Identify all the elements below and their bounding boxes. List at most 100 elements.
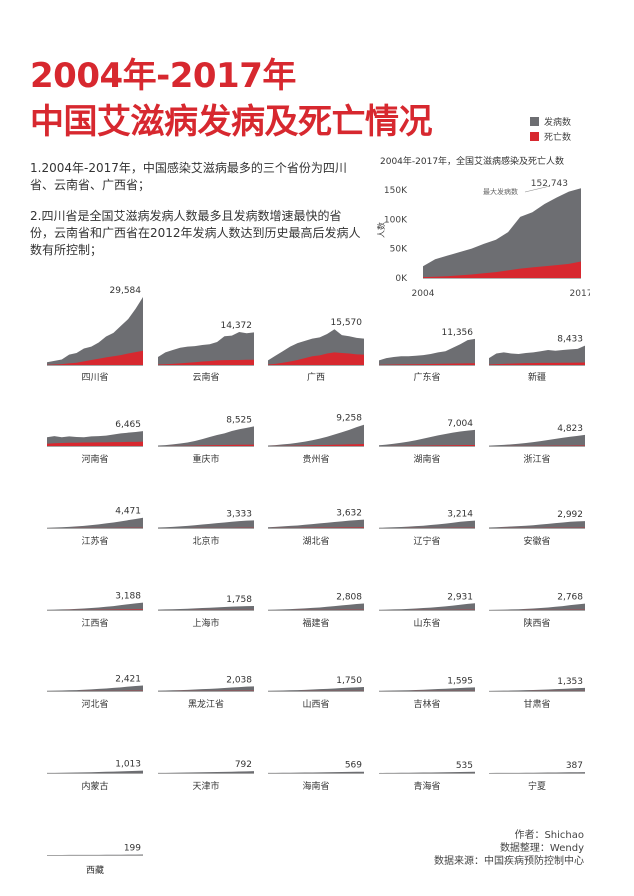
province-name: 云南省	[192, 371, 219, 383]
province-name: 广西	[307, 371, 325, 383]
province-name: 江苏省	[81, 535, 108, 547]
province-name: 甘肃省	[523, 698, 550, 710]
province-chart: 569 海南省	[268, 761, 364, 792]
province-name: 浙江省	[523, 453, 550, 465]
province-max-label: 8,525	[226, 415, 252, 425]
annotation-leader-line	[524, 185, 551, 193]
province-name: 黑龙江省	[188, 698, 224, 710]
legend-label-cases: 发病数	[544, 118, 572, 128]
province-name: 新疆	[528, 371, 546, 383]
province-chart: 11,356 广东省	[379, 328, 475, 383]
province-name: 北京市	[192, 535, 219, 547]
province-cases-area	[158, 605, 254, 610]
note-1: 1.2004年-2017年，中国感染艾滋病最多的三个省份为四川省、云南省、广西省…	[30, 161, 347, 192]
province-chart: 2,931 山东省	[379, 592, 475, 629]
province-deaths-area	[489, 445, 585, 446]
province-max-label: 569	[345, 761, 362, 771]
province-max-label: 2,808	[336, 593, 362, 603]
province-max-label: 3,188	[115, 592, 141, 602]
province-deaths-area	[158, 359, 254, 365]
province-cases-area	[489, 772, 585, 773]
province-max-label: 1,750	[336, 676, 362, 686]
province-cases-area	[158, 686, 254, 691]
province-chart: 792 天津市	[158, 760, 254, 792]
province-chart: 1,013 内蒙古	[47, 760, 143, 792]
province-chart: 7,004 湖南省	[379, 419, 475, 465]
province-name: 广东省	[413, 371, 440, 383]
x-tick-label: 2017	[570, 289, 590, 299]
province-name: 河北省	[81, 698, 108, 710]
footer-author: 作者：Shichao	[514, 830, 584, 841]
province-cases-area	[47, 685, 143, 691]
y-tick-label: 50K	[390, 245, 408, 255]
province-chart: 3,632 湖北省	[268, 509, 364, 547]
footer-source: 数据来源：中国疾病预防控制中心	[434, 856, 584, 867]
province-chart: 1,750 山西省	[268, 676, 364, 710]
province-max-label: 792	[235, 760, 252, 770]
province-chart: 4,823 浙江省	[489, 424, 585, 465]
province-name: 西藏	[86, 864, 104, 876]
province-deaths-area	[47, 350, 143, 365]
province-cases-area	[379, 771, 475, 773]
y-tick-label: 100K	[384, 215, 408, 225]
national-annotation: 最大发病数	[483, 187, 518, 196]
province-chart: 8,525 重庆市	[158, 415, 254, 465]
province-name: 安徽省	[523, 535, 550, 547]
province-cases-area	[268, 771, 364, 773]
province-deaths-area	[379, 363, 475, 365]
footer-editor: 数据整理：Wendy	[499, 843, 584, 854]
province-chart: 1,595 吉林省	[379, 676, 475, 710]
province-cases-area	[268, 686, 364, 691]
province-deaths-area	[268, 352, 364, 365]
province-deaths-area	[47, 441, 143, 446]
national-deaths-area	[423, 261, 581, 278]
province-max-label: 11,356	[442, 328, 474, 338]
province-cases-area	[47, 517, 143, 528]
province-max-label: 2,992	[557, 510, 583, 520]
y-tick-label: 150K	[384, 186, 408, 196]
province-name: 上海市	[192, 617, 219, 629]
province-name: 吉林省	[413, 698, 440, 710]
province-name: 陕西省	[523, 617, 550, 629]
province-name: 重庆市	[192, 453, 219, 465]
province-chart: 2,768 陕西省	[489, 593, 585, 629]
province-chart: 1,758 上海市	[158, 595, 254, 629]
province-name: 湖南省	[413, 453, 440, 465]
province-name: 福建省	[302, 617, 329, 629]
province-name: 湖北省	[302, 535, 329, 547]
province-chart: 2,421 河北省	[47, 674, 143, 710]
province-cases-area	[158, 331, 254, 365]
province-cases-area	[379, 603, 475, 610]
province-max-label: 1,758	[226, 595, 252, 605]
national-cases-area	[423, 188, 581, 278]
province-name: 山东省	[413, 617, 440, 629]
page-title-line1: 2004年-2017年	[30, 56, 296, 96]
province-name: 四川省	[81, 371, 108, 383]
province-max-label: 2,768	[557, 593, 583, 603]
province-max-label: 2,421	[115, 674, 141, 684]
province-max-label: 7,004	[447, 419, 473, 429]
province-cases-area	[379, 687, 475, 691]
province-cases-area	[268, 424, 364, 446]
province-cases-area	[489, 603, 585, 610]
province-max-label: 199	[124, 844, 141, 854]
province-name: 宁夏	[528, 780, 546, 792]
province-max-label: 6,465	[115, 420, 141, 430]
province-cases-area	[158, 771, 254, 773]
province-chart: 535 青海省	[379, 761, 475, 792]
province-chart: 2,038 黑龙江省	[158, 675, 254, 710]
province-max-label: 9,258	[336, 414, 362, 424]
province-max-label: 29,584	[110, 286, 142, 296]
province-name: 贵州省	[302, 453, 329, 465]
province-chart: 387 宁夏	[489, 761, 585, 792]
province-deaths-area	[158, 444, 254, 446]
province-name: 山西省	[302, 698, 329, 710]
province-cases-area	[47, 602, 143, 610]
province-name: 辽宁省	[413, 535, 440, 547]
province-name: 青海省	[413, 780, 440, 792]
province-cases-area	[379, 429, 475, 446]
page-title-line2: 中国艾滋病发病及死亡情况	[30, 102, 433, 142]
province-chart: 3,214 辽宁省	[379, 510, 475, 547]
province-max-label: 4,823	[557, 424, 583, 434]
province-cases-area	[158, 520, 254, 528]
